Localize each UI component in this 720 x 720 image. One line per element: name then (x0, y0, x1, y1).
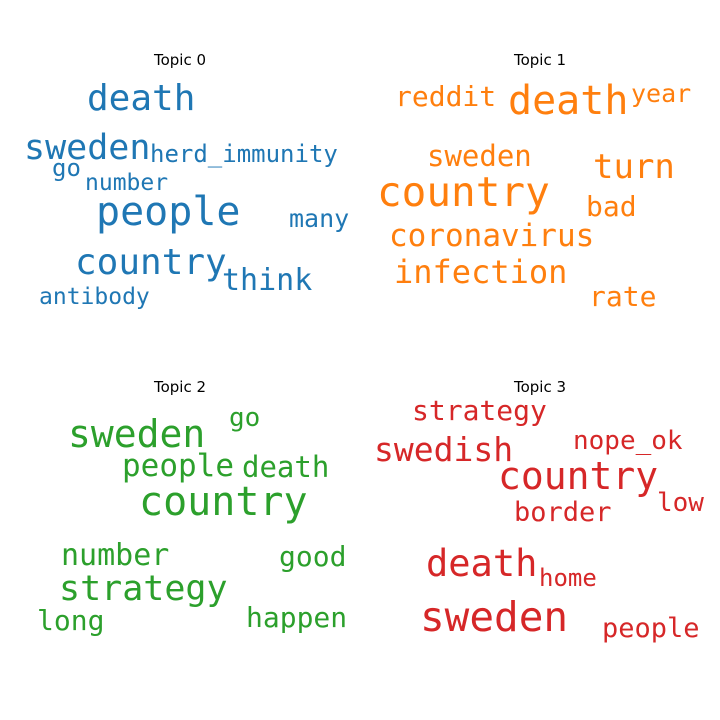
word-people: people (96, 189, 241, 235)
word-people: people (122, 448, 234, 484)
word-home: home (539, 564, 597, 592)
word-antibody: antibody (39, 284, 150, 310)
word-herd-immunity: herd_immunity (150, 140, 338, 168)
word-many: many (289, 204, 350, 233)
word-sweden: sweden (68, 412, 206, 456)
word-go: go (229, 403, 261, 433)
word-death: death (426, 542, 538, 585)
word-strategy: strategy (412, 394, 547, 427)
word-low: low (657, 488, 704, 518)
word-go: go (52, 154, 81, 182)
word-year: year (631, 79, 692, 108)
word-reddit: reddit (395, 80, 497, 113)
word-bad: bad (586, 190, 637, 223)
word-rate: rate (589, 280, 657, 313)
word-happen: happen (246, 601, 348, 634)
word-death: death (508, 78, 629, 124)
topic-panel-2: Topic 2 go sweden people death country number… (0, 327, 360, 687)
word-country: country (377, 168, 550, 216)
word-swedish: swedish (374, 430, 514, 469)
word-people: people (602, 613, 700, 644)
word-think: think (222, 263, 313, 298)
word-sweden: sweden (427, 139, 532, 173)
word-country: country (139, 479, 308, 525)
panel-title: Topic 1 (513, 51, 567, 69)
word-country: country (498, 454, 659, 498)
word-long: long (37, 604, 105, 637)
word-coronavirus: coronavirus (389, 218, 595, 254)
word-number: number (85, 170, 169, 196)
word-sweden: sweden (24, 128, 151, 168)
topic-panel-3: Topic 3 strategy nope_ok swedish country low… (360, 327, 720, 687)
word-sweden: sweden (420, 593, 569, 641)
word-death: death (242, 450, 330, 484)
word-infection: infection (394, 253, 568, 291)
word-death: death (87, 78, 196, 119)
panel-title: Topic 2 (153, 378, 207, 396)
word-strategy: strategy (59, 569, 228, 609)
word-turn: turn (593, 147, 675, 187)
panel-title: Topic 0 (153, 51, 207, 69)
word-nope-ok: nope_ok (573, 426, 683, 456)
topic-panel-1: Topic 1 reddit death year sweden turn country… (360, 0, 720, 360)
word-country: country (75, 242, 227, 283)
word-good: good (279, 540, 347, 573)
word-number: number (61, 538, 170, 573)
panel-title: Topic 3 (513, 378, 567, 396)
word-border: border (514, 497, 612, 528)
